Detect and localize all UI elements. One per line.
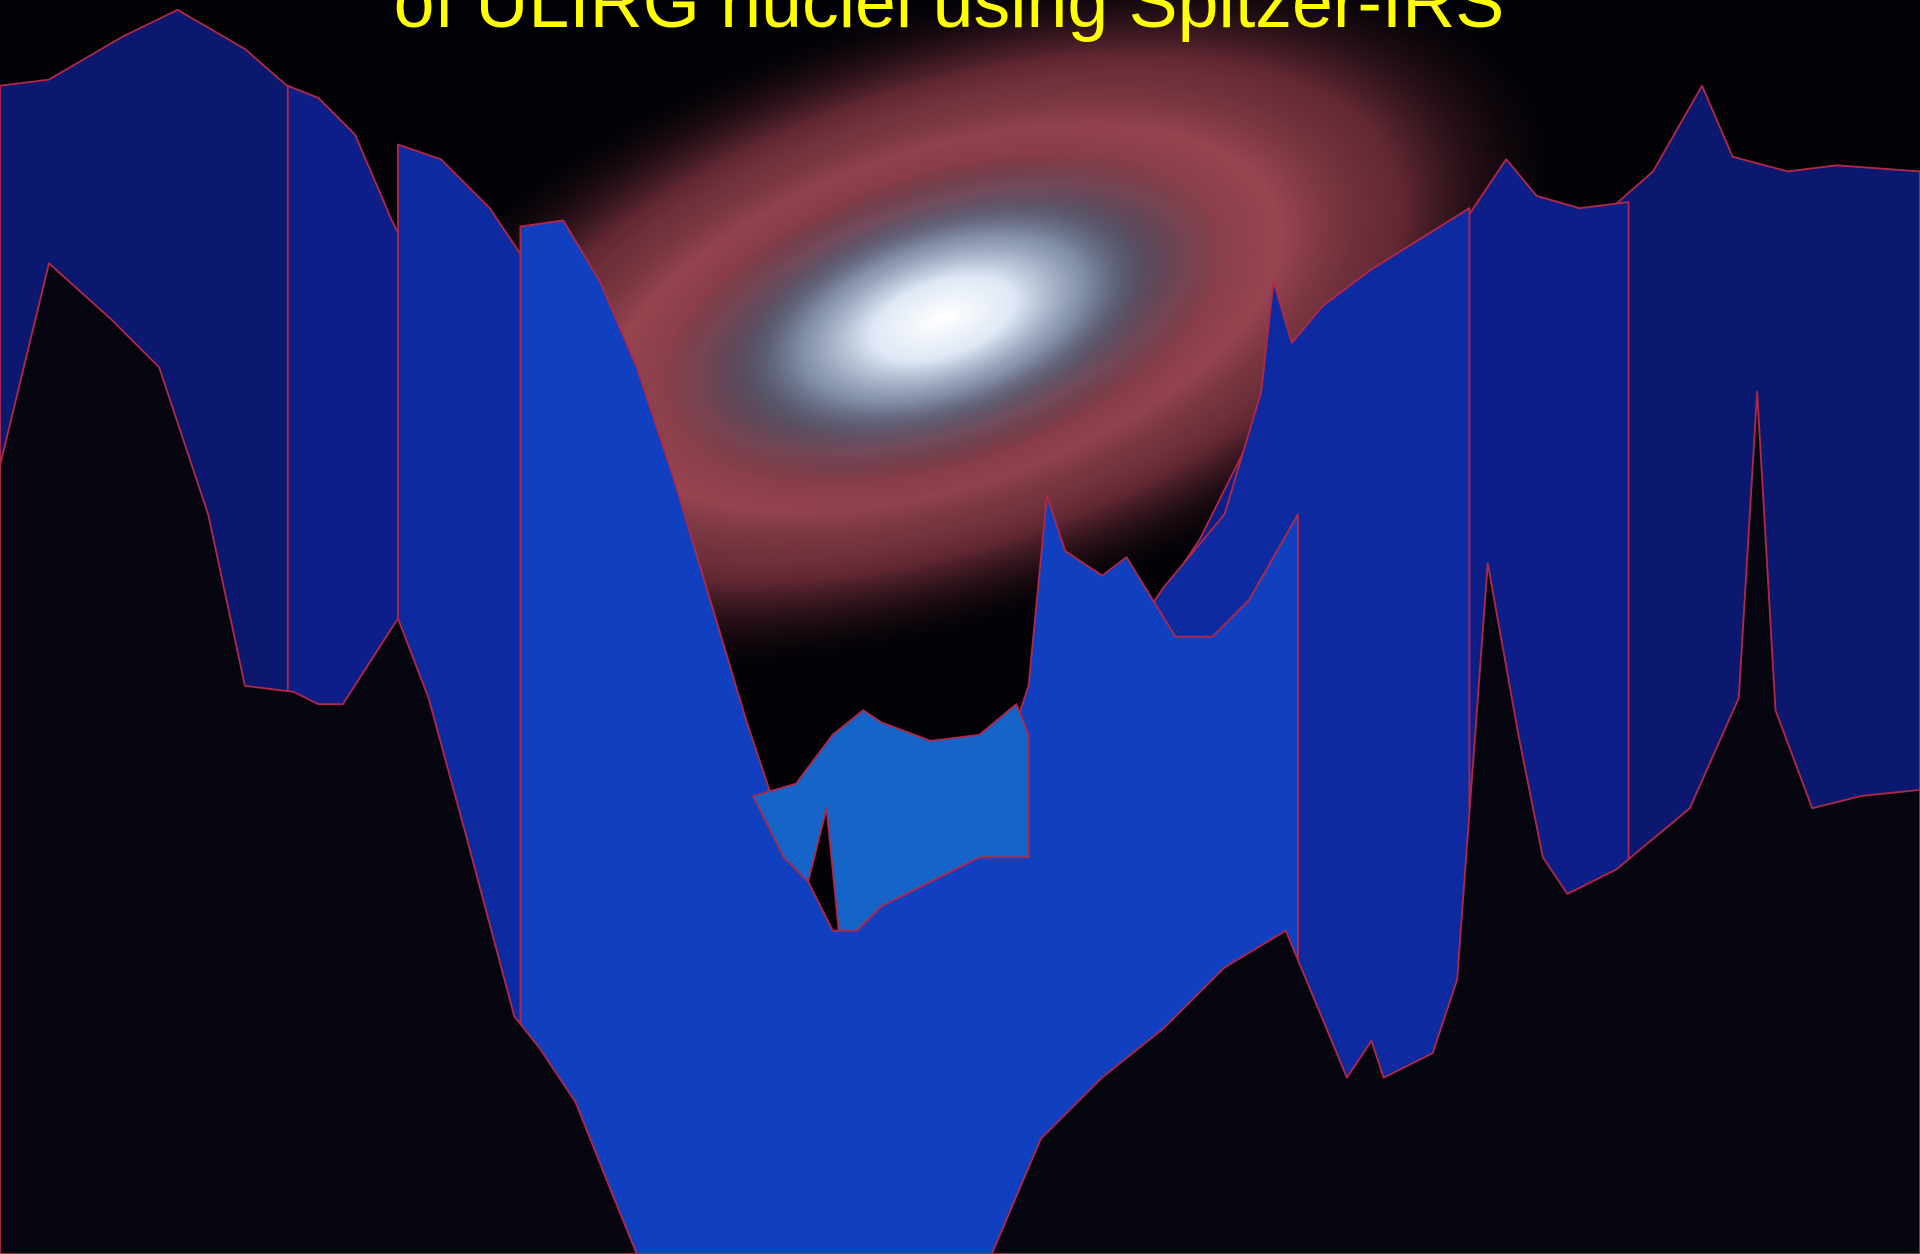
foreground-shadow bbox=[990, 390, 1920, 1254]
foreground-shadow bbox=[0, 262, 638, 1254]
spectrum-layer bbox=[752, 703, 1030, 932]
slide-title: of ULIRG nuclei using Spitzer-IRS bbox=[394, 0, 1505, 43]
